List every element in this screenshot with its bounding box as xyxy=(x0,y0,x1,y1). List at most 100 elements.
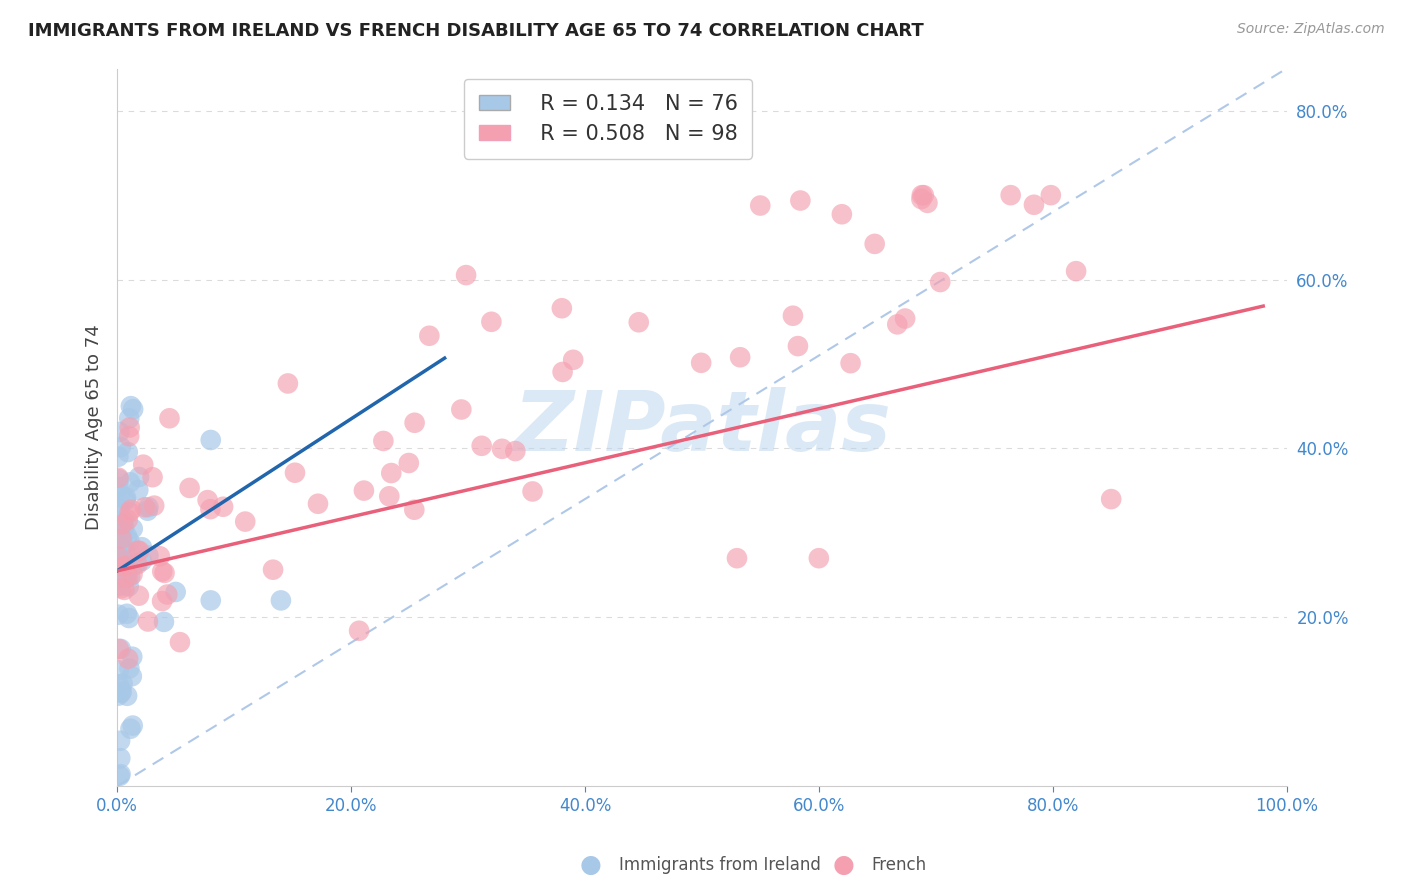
Point xyxy=(118,661,141,675)
Point xyxy=(418,328,440,343)
Point xyxy=(107,501,129,516)
Point xyxy=(153,566,176,580)
Point xyxy=(117,570,139,584)
Point xyxy=(121,649,143,664)
Point xyxy=(107,663,129,677)
Point xyxy=(200,593,222,607)
Point xyxy=(373,434,395,448)
Point xyxy=(110,751,132,765)
Point xyxy=(127,483,149,497)
Point xyxy=(749,198,772,212)
Point xyxy=(108,502,131,516)
Point xyxy=(131,540,153,554)
Text: Immigrants from Ireland: Immigrants from Ireland xyxy=(619,856,821,874)
Y-axis label: Disability Age 65 to 74: Disability Age 65 to 74 xyxy=(86,325,103,530)
Point xyxy=(108,472,131,486)
Point xyxy=(114,493,136,508)
Point xyxy=(107,641,129,656)
Text: French: French xyxy=(872,856,927,874)
Point xyxy=(107,470,129,484)
Point xyxy=(110,767,132,781)
Text: Source: ZipAtlas.com: Source: ZipAtlas.com xyxy=(1237,22,1385,37)
Point xyxy=(562,352,585,367)
Point xyxy=(197,493,219,508)
Point xyxy=(122,402,145,417)
Point xyxy=(233,515,256,529)
Point xyxy=(307,497,329,511)
Point xyxy=(115,491,138,505)
Point xyxy=(108,551,131,566)
Point xyxy=(169,635,191,649)
Point xyxy=(782,309,804,323)
Point xyxy=(107,520,129,534)
Point xyxy=(125,557,148,571)
Point xyxy=(120,722,142,736)
Point xyxy=(910,192,932,206)
Point xyxy=(789,194,811,208)
Point xyxy=(165,585,187,599)
Point xyxy=(107,689,129,703)
Point xyxy=(110,487,132,501)
Point xyxy=(404,502,426,516)
Point xyxy=(917,195,939,210)
Point xyxy=(118,611,141,625)
Point xyxy=(117,445,139,459)
Point xyxy=(149,549,172,564)
Point xyxy=(138,500,160,515)
Point xyxy=(787,339,810,353)
Point xyxy=(108,579,131,593)
Point xyxy=(115,566,138,581)
Point xyxy=(117,652,139,666)
Point xyxy=(929,275,952,289)
Point xyxy=(728,351,751,365)
Text: ●: ● xyxy=(579,854,602,877)
Point xyxy=(138,549,160,563)
Point xyxy=(112,582,135,597)
Point xyxy=(262,563,284,577)
Point xyxy=(839,356,862,370)
Point xyxy=(112,521,135,535)
Point xyxy=(108,769,131,783)
Point xyxy=(142,470,165,484)
Point xyxy=(1099,492,1122,507)
Point xyxy=(108,525,131,540)
Point xyxy=(110,440,132,454)
Point xyxy=(277,376,299,391)
Point xyxy=(690,356,713,370)
Point xyxy=(107,450,129,464)
Point xyxy=(127,558,149,572)
Text: ZIPatlas: ZIPatlas xyxy=(513,387,891,467)
Point xyxy=(128,544,150,558)
Point xyxy=(121,522,143,536)
Point xyxy=(111,684,134,698)
Point xyxy=(107,607,129,622)
Point xyxy=(131,554,153,568)
Point xyxy=(153,615,176,629)
Point xyxy=(404,416,426,430)
Point xyxy=(150,594,173,608)
Point xyxy=(481,315,503,329)
Point xyxy=(121,567,143,582)
Point xyxy=(127,543,149,558)
Point xyxy=(108,555,131,569)
Point xyxy=(120,570,142,584)
Point xyxy=(143,499,166,513)
Point xyxy=(505,444,527,458)
Point xyxy=(863,236,886,251)
Point xyxy=(347,624,370,638)
Point xyxy=(894,311,917,326)
Point xyxy=(115,529,138,543)
Point xyxy=(284,466,307,480)
Point xyxy=(1022,198,1045,212)
Point xyxy=(212,500,235,514)
Point xyxy=(118,534,141,549)
Point xyxy=(627,315,650,329)
Point xyxy=(112,542,135,557)
Point xyxy=(128,470,150,484)
Point xyxy=(1000,188,1022,202)
Point xyxy=(886,318,908,332)
Point xyxy=(107,677,129,691)
Point xyxy=(112,553,135,567)
Point xyxy=(179,481,201,495)
Point xyxy=(912,188,935,202)
